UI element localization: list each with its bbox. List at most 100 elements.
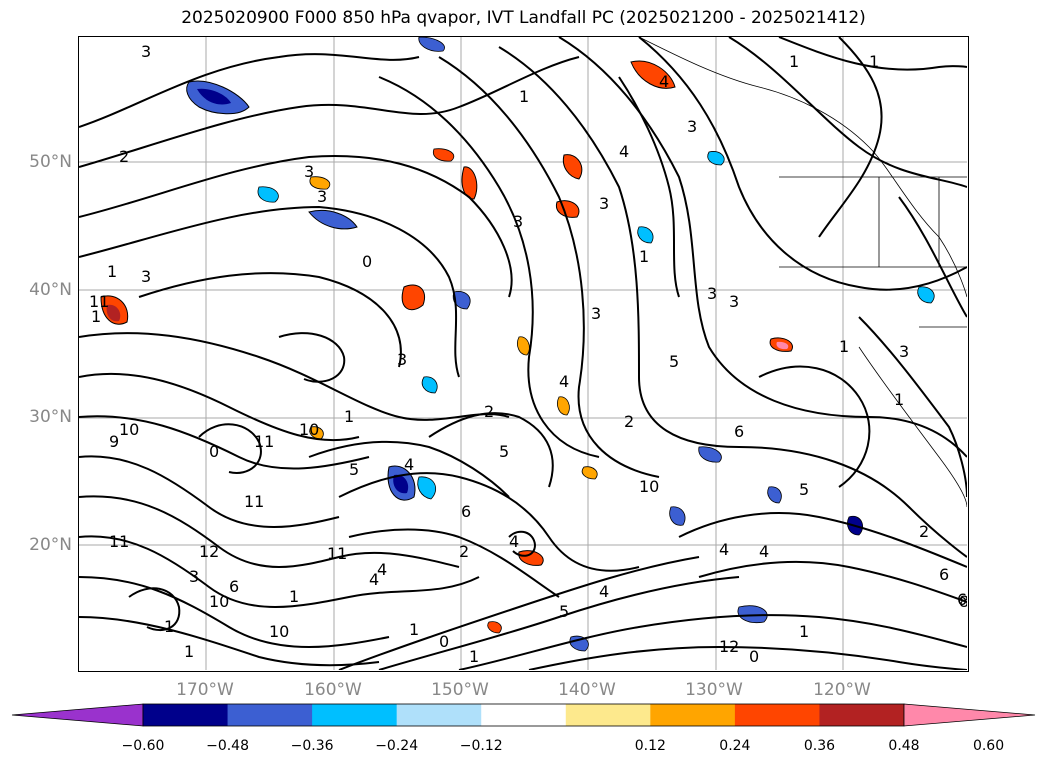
contour-label: 4 <box>509 532 519 551</box>
contour-label: 4 <box>619 142 629 161</box>
contour-label: 3 <box>189 567 199 586</box>
contour-label: 11 <box>89 292 109 311</box>
contour-label: 5 <box>559 602 569 621</box>
colorbar-tick-label: 0.48 <box>888 738 920 754</box>
contour-label: 11 <box>327 544 347 563</box>
contour-label: 0 <box>749 647 759 666</box>
map-title: 2025020900 F000 850 hPa qvapor, IVT Land… <box>181 8 866 28</box>
contour-label: 1 <box>869 52 879 71</box>
contour-label: 1 <box>789 52 799 71</box>
colorbar-segment <box>396 704 482 726</box>
contour-label: 5 <box>799 480 809 499</box>
contour-label: 1 <box>107 262 117 281</box>
contour-label: 3 <box>397 350 407 369</box>
colorbar-tick-label: −0.48 <box>206 738 249 754</box>
colorbar-tick-label: 0.36 <box>803 738 836 754</box>
contour-label: 3 <box>591 304 601 323</box>
colorbar-segment <box>481 704 567 726</box>
contour-label: 4 <box>759 542 769 561</box>
contour-label: 5 <box>669 352 679 371</box>
colorbar-segment <box>143 704 229 726</box>
colorbar-segment <box>312 704 398 726</box>
contour-label: 4 <box>404 455 414 474</box>
contour-label: 3 <box>317 187 327 206</box>
contour-label: 1 <box>519 87 529 106</box>
contour-label: 1 <box>184 642 194 661</box>
colorbar-tick-label: 0.60 <box>972 738 1005 754</box>
contour-label: 1 <box>639 247 649 266</box>
contour-label: 4 <box>719 540 729 559</box>
contour-label: 11 <box>244 492 264 511</box>
contour-label: 4 <box>599 582 609 601</box>
lon-tick: 160°W <box>304 680 362 700</box>
contour-label: 2 <box>624 412 634 431</box>
colorbar-extend-max <box>903 703 1036 727</box>
contour-label: 1 <box>289 587 299 606</box>
ivt-contours <box>79 37 967 670</box>
contour-label: 1 <box>91 307 101 326</box>
contour-label: 11 <box>109 532 129 551</box>
contour-label: 4 <box>369 570 379 589</box>
contour-label: 6 <box>939 565 949 584</box>
lat-tick: 20°N <box>29 535 72 555</box>
contour-label: 3 <box>729 292 739 311</box>
colorbar-segment <box>650 704 736 726</box>
contour-label: 3 <box>141 267 151 286</box>
contour-label: 2 <box>459 542 469 561</box>
lon-tick: 130°W <box>685 680 743 700</box>
contour-label: 3 <box>687 117 697 136</box>
contour-label: 11 <box>254 432 274 451</box>
contour-label: 3 <box>707 284 717 303</box>
contour-label: 3 <box>899 342 909 361</box>
colorbar-extend-min <box>11 703 144 727</box>
contour-label: 6 <box>461 502 471 521</box>
lat-tick: 30°N <box>29 407 72 427</box>
colorbar <box>11 703 1036 727</box>
contour-label: 1 <box>344 407 354 426</box>
contour-label: 0 <box>209 442 219 461</box>
colorbar-segment <box>819 704 905 726</box>
map-panel: 3 2 3 3 0 3 1 3 1 3 3 4 4 3 1 1 1 3 3 3 5 4 2 1 3 1 6 5 10 4 10 9 0 11 10 5… <box>78 36 969 672</box>
contour-label: 10 <box>119 420 139 439</box>
colorbar-segment <box>227 704 313 726</box>
contour-label: 3 <box>141 42 151 61</box>
contour-label: 1 <box>409 620 419 639</box>
contour-label: 10 <box>639 477 659 496</box>
contour-label: 2 <box>119 147 129 166</box>
contour-label: 3 <box>304 162 314 181</box>
contour-label: 0 <box>362 252 372 271</box>
contour-label: 1 <box>164 617 174 636</box>
contour-label: 12 <box>719 637 739 656</box>
lon-tick: 120°W <box>813 680 871 700</box>
lon-tick: 140°W <box>558 680 616 700</box>
contour-label: 6 <box>957 590 967 609</box>
colorbar-tick-label: −0.36 <box>290 738 334 754</box>
contour-label: 3 <box>599 194 609 213</box>
contour-label: 8 <box>959 592 967 611</box>
contour-label: 9 <box>109 432 119 451</box>
contour-label: 2 <box>484 402 494 421</box>
contour-label: 5 <box>349 460 359 479</box>
lon-tick: 170°W <box>176 680 234 700</box>
contour-label: 1 <box>839 337 849 356</box>
contour-label: 6 <box>229 577 239 596</box>
contour-label: 1 <box>799 622 809 641</box>
contour-label: 10 <box>269 622 289 641</box>
colorbar-segment <box>565 704 651 726</box>
colorbar-tick-label: −0.24 <box>375 738 419 754</box>
qvapor-anomaly-shading <box>100 37 935 652</box>
contour-label: 4 <box>659 72 669 91</box>
contour-label: 3 <box>513 212 523 231</box>
contour-label: 1 <box>469 647 479 666</box>
contour-label: 2 <box>919 522 929 541</box>
contour-label: 10 <box>299 420 319 439</box>
colorbar-segment <box>734 704 820 726</box>
lat-tick: 50°N <box>29 152 72 172</box>
lon-tick: 150°W <box>431 680 489 700</box>
coastlines <box>638 37 967 508</box>
colorbar-tick-label: −0.12 <box>459 738 503 754</box>
contour-label: 6 <box>734 422 744 441</box>
contour-label: 4 <box>559 372 569 391</box>
contour-label: 12 <box>199 542 219 561</box>
